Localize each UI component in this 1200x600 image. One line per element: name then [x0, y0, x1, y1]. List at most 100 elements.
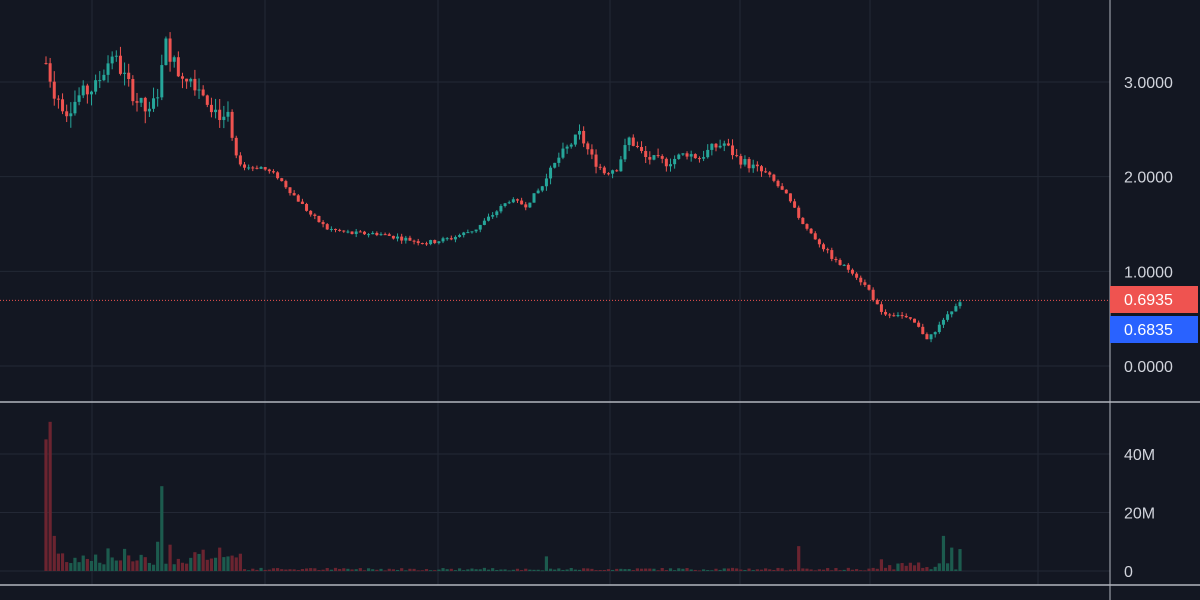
candle-body [615, 170, 619, 172]
volume-bar [276, 568, 280, 571]
volume-bar [900, 563, 904, 571]
candle-body [251, 167, 255, 169]
volume-bar [726, 568, 730, 571]
volume-bar [602, 569, 606, 571]
volume-bar [391, 569, 396, 571]
volume-bar [590, 568, 594, 571]
volume-bar [627, 569, 631, 571]
candle-body [131, 79, 135, 102]
candle-body [325, 224, 329, 230]
candle-body [396, 236, 400, 239]
volume-bar [346, 568, 350, 571]
last-price-tag [1110, 286, 1198, 313]
candle-body [135, 101, 139, 103]
volume-bar [242, 569, 247, 571]
candle-body [817, 239, 821, 245]
candle-body [358, 231, 362, 233]
candle-body [400, 236, 404, 241]
candle-body [904, 315, 908, 318]
candle-body [917, 322, 921, 327]
volume-bar [751, 570, 755, 571]
volume-bar [271, 568, 276, 571]
price-tag-label: 0.6935 [1124, 292, 1173, 309]
candle-body [855, 273, 859, 278]
candle-body [797, 207, 801, 218]
price-tags: 0.6935 0.6835 [0, 286, 1198, 343]
volume-bar [122, 548, 127, 571]
volume-bar [553, 569, 557, 571]
volume-bar [747, 568, 751, 571]
volume-bar [404, 570, 408, 572]
volume-bar [309, 568, 313, 571]
volume-bar [681, 568, 685, 571]
volume-bar [317, 570, 321, 571]
volume-bar [151, 564, 156, 571]
volume-bar [259, 567, 263, 571]
candle-body [61, 99, 65, 112]
volume-bar [883, 567, 888, 571]
candle-body [214, 109, 218, 113]
volume-bar [358, 568, 362, 571]
candle-body [846, 264, 850, 270]
candle-body [644, 150, 648, 158]
candle-body [433, 240, 437, 244]
volume-bar [247, 570, 251, 572]
volume-bar [780, 568, 784, 571]
candle-body [871, 289, 875, 300]
volume-bar [172, 564, 176, 571]
candle-body [726, 143, 730, 146]
candle-body [850, 269, 854, 274]
volume-bar [635, 568, 640, 571]
volume-bar [44, 439, 48, 571]
volume-bar [466, 569, 470, 571]
volume-bar [520, 570, 524, 571]
volume-bar [366, 568, 371, 571]
candle-body [98, 80, 102, 82]
candle-body [900, 315, 904, 317]
candle-body [788, 193, 792, 202]
volume-bar [565, 569, 569, 571]
candle-body [379, 234, 383, 236]
volume-bar [639, 568, 644, 571]
volume-bar [912, 565, 917, 571]
candle-body [879, 304, 883, 312]
candle-body [668, 164, 672, 167]
candle-body [830, 250, 834, 259]
volume-bar [48, 421, 52, 571]
volume-bar [255, 569, 259, 571]
candle-body [573, 134, 577, 145]
volume-bar [871, 567, 875, 571]
candle-body [367, 234, 371, 236]
volume-bar [577, 569, 582, 571]
volume-bar [118, 560, 123, 571]
volume-bar [102, 564, 106, 571]
candle-body [478, 224, 482, 230]
candle-body [453, 236, 457, 240]
candle-body [718, 145, 722, 148]
candle-body [731, 145, 735, 156]
candle-body [56, 98, 60, 100]
volume-bar [478, 569, 482, 571]
candle-body [702, 157, 706, 159]
volume-bar [933, 566, 937, 571]
volume-bar [743, 570, 747, 571]
candle-body [383, 234, 387, 236]
candle-body [429, 240, 433, 245]
candle-body [176, 57, 180, 77]
candle-body [52, 81, 56, 99]
volume-bar [89, 560, 94, 571]
volume-bar [917, 562, 921, 571]
volume-bar [350, 569, 354, 571]
volume-bar [644, 568, 648, 571]
volume-bar [892, 569, 896, 571]
candle-body [503, 203, 507, 207]
candle-body [147, 108, 151, 112]
candle-body [582, 130, 586, 144]
volume-bar [619, 568, 623, 571]
volume-bar [929, 569, 933, 571]
candle-body [305, 203, 309, 211]
grid-lines [0, 0, 1110, 585]
candle-body [884, 311, 888, 315]
volume-bar [139, 554, 143, 571]
